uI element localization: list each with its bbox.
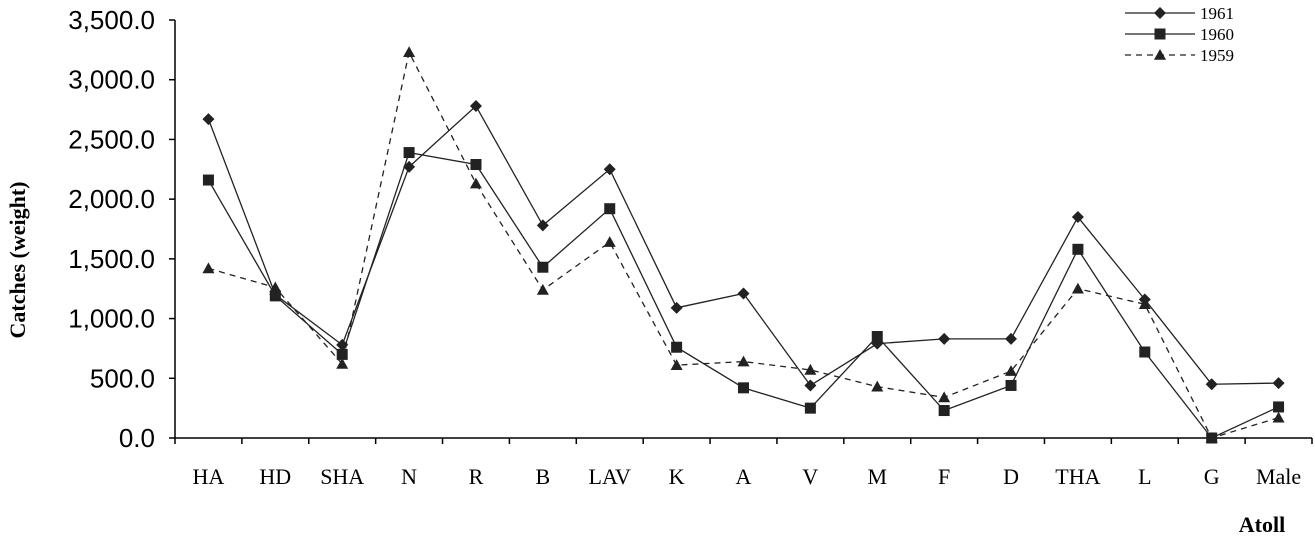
legend-label-1960: 1960 [1200, 25, 1234, 44]
y-axis: 0.0 500.0 1,000.0 1,500.0 2,000.0 2,500.0 3,00… [68, 5, 176, 453]
legend-marker-1959 [1154, 49, 1166, 60]
data-point-1960 [738, 382, 749, 394]
data-point-1959 [871, 380, 884, 392]
data-point-1959 [469, 177, 482, 189]
y-tick-label: 1,000.0 [68, 304, 155, 334]
data-point-1960 [202, 174, 214, 186]
data-point-1961 [1005, 332, 1018, 345]
legend-marker-1960 [1154, 28, 1166, 40]
data-point-1959 [804, 363, 817, 375]
data-point-1961 [938, 332, 951, 345]
y-tick-label: 2,500.0 [68, 124, 155, 154]
data-point-1959 [737, 355, 750, 367]
x-tick-label: L [1138, 464, 1151, 489]
data-point-1961 [1205, 378, 1218, 391]
data-point-1960 [871, 330, 883, 342]
y-tick-label: 3,500.0 [68, 5, 155, 35]
data-point-1961 [603, 163, 616, 176]
x-tick-label: Male [1256, 464, 1301, 489]
data-point-1959 [336, 357, 349, 369]
x-tick-label: K [669, 464, 685, 489]
x-tick-label: N [401, 464, 417, 489]
x-tick-label: SHA [320, 464, 364, 489]
data-point-1961 [202, 113, 215, 126]
x-tick-label: V [802, 464, 818, 489]
data-point-1960 [537, 261, 549, 273]
data-point-1960 [403, 147, 415, 159]
x-tick-label: G [1204, 464, 1220, 489]
x-tick-label: THA [1055, 464, 1100, 489]
data-point-1961 [403, 160, 416, 173]
data-point-1959 [202, 262, 215, 274]
x-tick-label: M [867, 464, 887, 489]
data-point-1961 [670, 301, 683, 314]
data-point-1960 [1206, 432, 1218, 444]
data-point-1960 [804, 402, 816, 414]
data-point-1959 [403, 46, 416, 58]
series-line-1961 [207, 104, 1279, 387]
data-point-1960 [470, 159, 482, 171]
data-point-1961 [1138, 293, 1151, 306]
data-point-1959 [1005, 365, 1018, 376]
data-point-1961 [871, 337, 884, 350]
x-axis-label: Atoll [1239, 512, 1285, 537]
x-tick-label: R [469, 464, 484, 489]
y-tick-label: 0.0 [119, 423, 155, 453]
y-tick-label: 1,500.0 [68, 244, 155, 274]
x-tick-label: A [736, 464, 752, 489]
data-point-1960 [604, 203, 616, 215]
data-point-1960 [1139, 346, 1151, 358]
x-tick-label: LAV [589, 464, 631, 489]
data-point-1959 [536, 283, 549, 295]
legend-label-1959: 1959 [1200, 46, 1234, 65]
data-point-1959 [1272, 411, 1285, 423]
y-tick-label: 500.0 [90, 363, 155, 393]
series-line-1959 [208, 50, 1279, 439]
data-point-1961 [1272, 377, 1285, 390]
data-point-1960 [938, 405, 950, 417]
data-point-1960 [1273, 401, 1285, 413]
data-point-1961 [536, 219, 549, 232]
data-point-1960 [1005, 379, 1017, 391]
data-point-1959 [603, 236, 616, 247]
data-point-1961 [336, 338, 349, 351]
data-point-1961 [269, 288, 282, 301]
y-tick-label: 3,000.0 [68, 65, 155, 95]
legend-marker-1961 [1154, 7, 1166, 19]
x-tick-label: HA [193, 464, 225, 489]
data-point-1961 [804, 379, 817, 392]
plot-area [202, 46, 1285, 444]
x-tick-label: F [938, 464, 950, 489]
series-1961 [202, 99, 1285, 392]
data-point-1961 [737, 287, 750, 300]
data-point-1960 [1072, 243, 1084, 255]
data-point-1959 [670, 359, 683, 370]
legend: 1961 1960 1959 [1125, 4, 1234, 65]
data-point-1959 [938, 391, 951, 403]
x-tick-label: B [536, 464, 551, 489]
series-1959 [202, 46, 1285, 443]
y-tick-label: 2,000.0 [68, 184, 155, 214]
x-tick-label: HD [259, 464, 291, 489]
legend-label-1961: 1961 [1200, 4, 1234, 23]
data-point-1959 [1071, 282, 1084, 294]
data-point-1961 [469, 99, 482, 112]
data-point-1960 [671, 341, 683, 353]
x-tick-label: D [1003, 464, 1019, 489]
x-axis: HA HD SHA N R B LAV K A V M F D THA L G Male [174, 437, 1313, 489]
data-point-1960 [336, 348, 348, 360]
data-point-1961 [1071, 211, 1084, 224]
y-axis-label: Catches (weight) [5, 181, 30, 338]
